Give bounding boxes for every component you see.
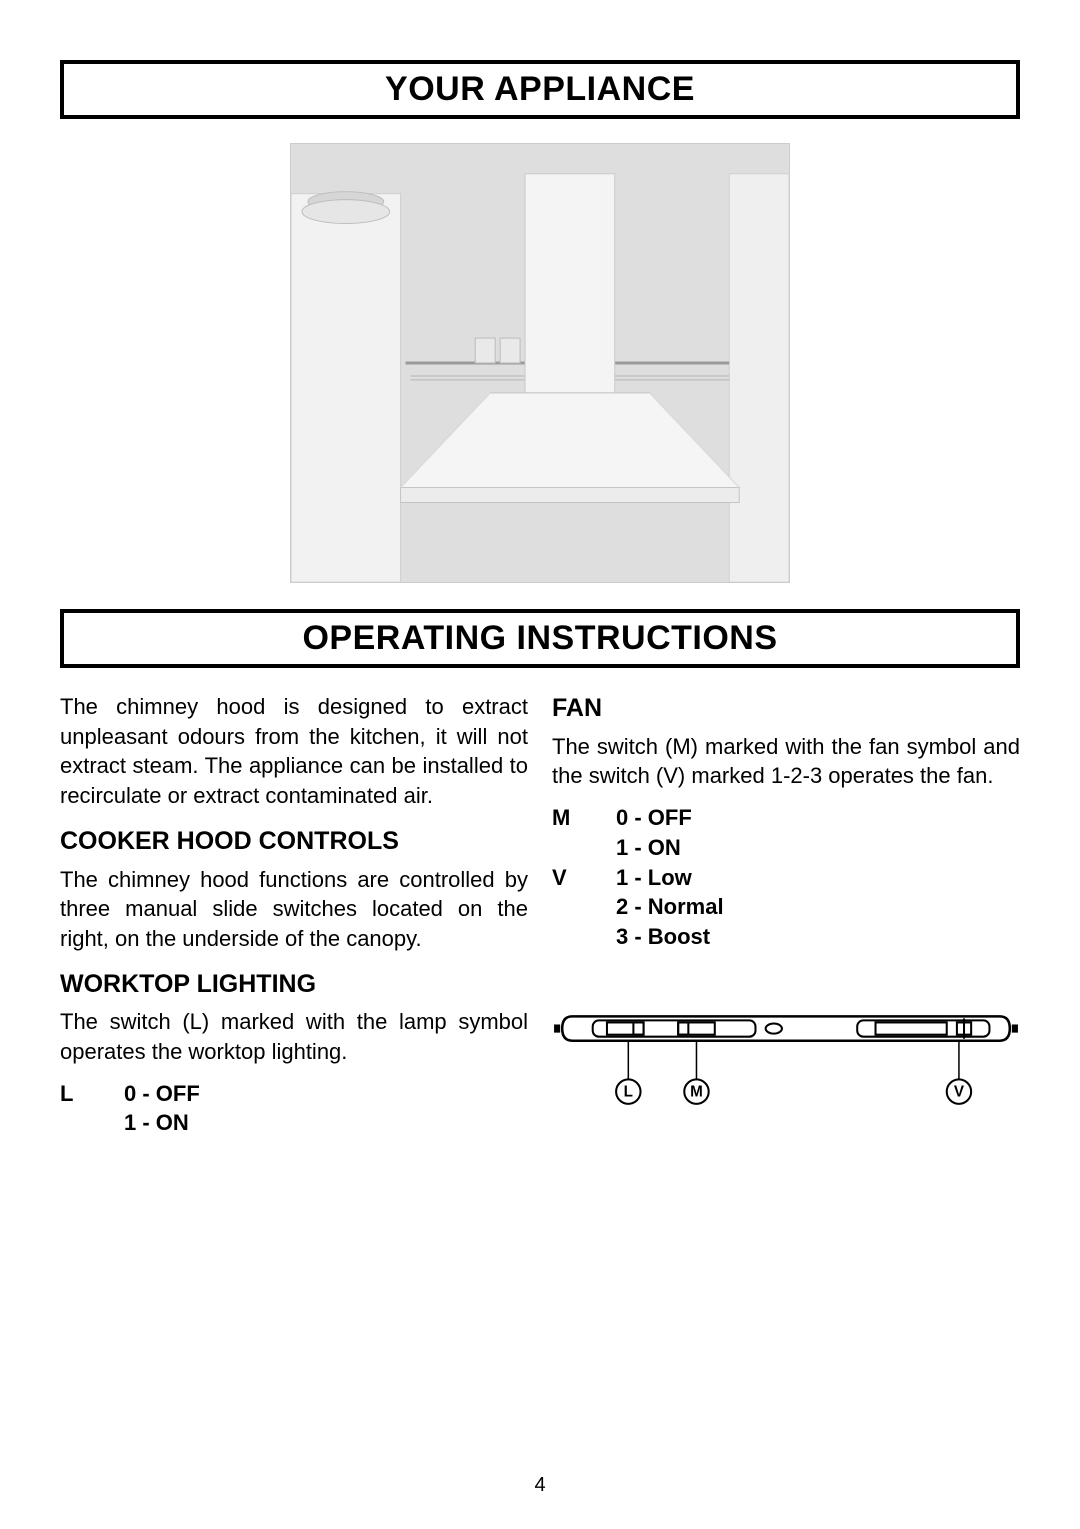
column-right: FAN The switch (M) marked with the fan s… [552, 692, 1020, 1138]
lighting-switch-label: L [60, 1079, 124, 1138]
section-title-box-appliance: YOUR APPLIANCE [60, 60, 1020, 119]
lighting-settings: L 0 - OFF 1 - ON [60, 1079, 528, 1138]
diagram-label-l: L [624, 1083, 633, 1100]
worktop-lighting-body: The switch (L) marked with the lamp symb… [60, 1007, 528, 1066]
fan-heading: FAN [552, 692, 1020, 726]
fan-settings: M 0 - OFF 1 - ON V 1 - Low 2 - Normal 3 … [552, 803, 1020, 951]
worktop-lighting-heading: WORKTOP LIGHTING [60, 968, 528, 1002]
page-number: 4 [0, 1474, 1080, 1497]
fan-v-option: 3 - Boost [616, 922, 724, 952]
fan-m-option: 1 - ON [616, 833, 692, 863]
fan-v-label: V [552, 863, 616, 952]
diagram-label-v: V [954, 1083, 965, 1100]
intro-paragraph: The chimney hood is designed to extract … [60, 692, 528, 811]
content-columns: The chimney hood is designed to extract … [60, 692, 1020, 1138]
cooker-hood-body: The chimney hood functions are controlle… [60, 865, 528, 954]
section-title-box-operating: OPERATING INSTRUCTIONS [60, 609, 1020, 668]
fan-m-label: M [552, 803, 616, 862]
appliance-photo [290, 143, 790, 583]
fan-v-option: 2 - Normal [616, 892, 724, 922]
fan-v-option: 1 - Low [616, 863, 724, 893]
lighting-option: 1 - ON [124, 1108, 200, 1138]
fan-m-option: 0 - OFF [616, 803, 692, 833]
control-panel-diagram: L M V [552, 996, 1020, 1128]
diagram-label-m: M [690, 1083, 703, 1100]
cooker-hood-heading: COOKER HOOD CONTROLS [60, 825, 528, 859]
fan-body: The switch (M) marked with the fan symbo… [552, 732, 1020, 791]
section-title-appliance: YOUR APPLIANCE [64, 70, 1016, 109]
lighting-option: 0 - OFF [124, 1079, 200, 1109]
section-title-operating: OPERATING INSTRUCTIONS [64, 619, 1016, 658]
column-left: The chimney hood is designed to extract … [60, 692, 528, 1138]
